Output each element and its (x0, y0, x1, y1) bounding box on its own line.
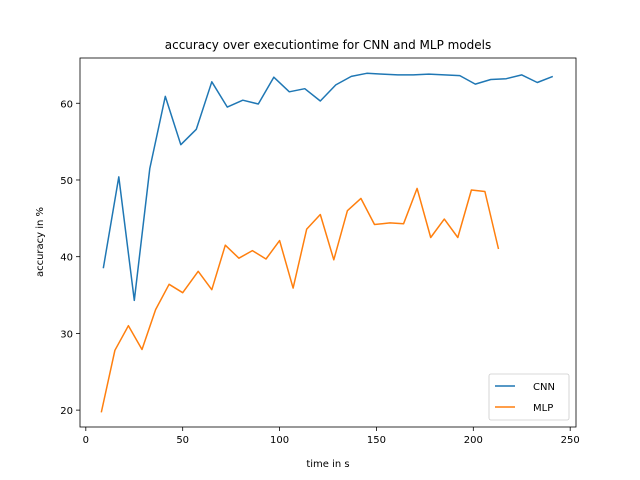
chart-title: accuracy over executiontime for CNN and … (165, 38, 492, 52)
plot-area: 0 50 100 150 200 250 20 30 40 50 60 (60, 57, 580, 446)
y-axis-label: accuracy in % (35, 207, 46, 277)
y-tick-label: 50 (60, 176, 73, 187)
x-tick-label: 200 (464, 435, 483, 446)
legend: CNN MLP (488, 373, 570, 421)
x-tick-label: 100 (270, 435, 289, 446)
legend-label-cnn: CNN (533, 382, 555, 393)
x-tick-label: 150 (367, 435, 386, 446)
y-tick-label: 30 (60, 329, 73, 340)
x-tick-label: 50 (176, 435, 189, 446)
x-tick-label: 0 (83, 435, 89, 446)
legend-box (488, 373, 570, 421)
y-tick-label: 20 (60, 406, 73, 417)
series-line-mlp (100, 187, 500, 413)
y-tick-label: 60 (60, 99, 73, 110)
x-tick-label: 250 (561, 435, 580, 446)
series-line-cnn (102, 72, 554, 302)
x-axis-label: time in s (306, 459, 349, 470)
y-tick-label: 40 (60, 253, 73, 264)
legend-label-mlp: MLP (533, 403, 553, 414)
axes-frame (79, 57, 577, 428)
